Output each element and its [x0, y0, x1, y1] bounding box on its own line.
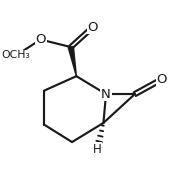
Text: H: H: [93, 143, 102, 156]
Text: O: O: [88, 21, 98, 33]
Text: O: O: [35, 33, 46, 46]
Text: N: N: [101, 88, 111, 101]
Text: O: O: [157, 73, 167, 86]
Text: OCH₃: OCH₃: [2, 50, 31, 60]
Polygon shape: [68, 47, 76, 76]
